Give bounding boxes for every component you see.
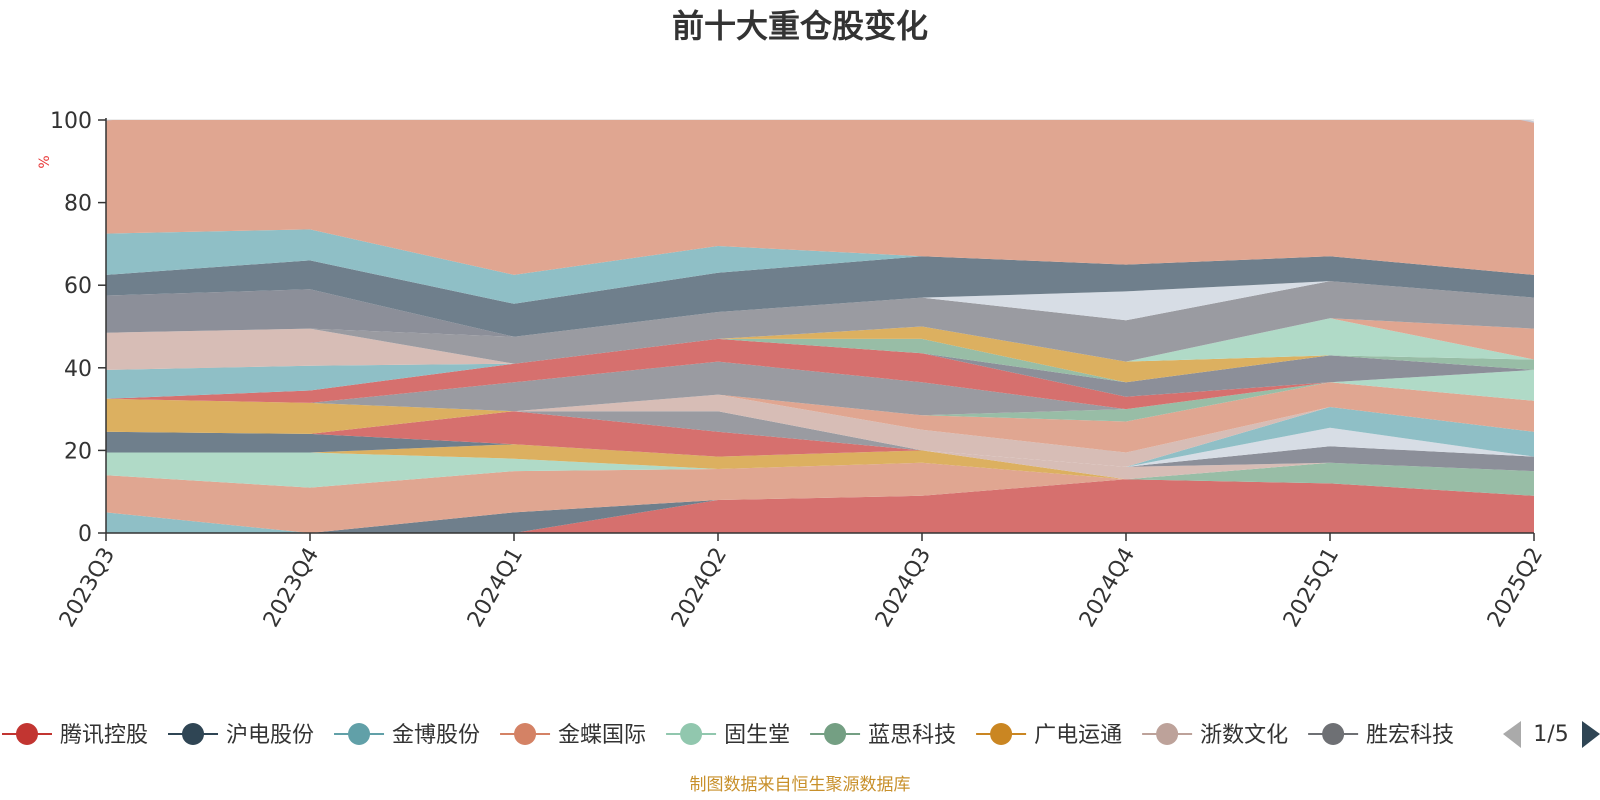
area-series-32 xyxy=(106,256,1534,337)
area-series-35 xyxy=(106,120,1534,123)
legend-label: 金博股份 xyxy=(392,723,480,748)
area-series-17 xyxy=(106,382,1534,453)
legend-label: 固生堂 xyxy=(724,723,790,748)
area-series-4 xyxy=(106,462,1534,533)
legend-prev-page-button[interactable] xyxy=(1503,721,1521,748)
legend-item-7[interactable]: 广电运通 xyxy=(976,723,1122,748)
legend-circle-icon xyxy=(16,723,38,745)
x-tick-label: 2023Q4 xyxy=(259,544,324,632)
area-series-2 xyxy=(106,479,1534,533)
x-tick-label: 2024Q4 xyxy=(1075,544,1140,632)
area-series-34 xyxy=(106,120,1534,275)
x-tick-label: 2024Q2 xyxy=(667,544,732,632)
area-series-25 xyxy=(106,326,1534,383)
area-series-21 xyxy=(106,338,1534,410)
area-series-16 xyxy=(106,394,1534,467)
area-series-13 xyxy=(106,407,1534,467)
legend-circle-icon xyxy=(514,723,537,745)
area-series-11 xyxy=(106,427,1534,467)
area-series-5 xyxy=(106,452,1534,496)
area-series-12 xyxy=(106,411,1534,467)
legend-item-4[interactable]: 金蝶国际 xyxy=(500,723,646,748)
legend-circle-icon xyxy=(824,723,847,745)
legend-label: 蓝思科技 xyxy=(868,723,956,748)
y-tick-label: 20 xyxy=(64,439,92,464)
area-series-31 xyxy=(106,281,1534,337)
area-series-24 xyxy=(106,338,1534,399)
legend-circle-icon xyxy=(990,723,1013,745)
legend-circle-icon xyxy=(680,723,703,745)
legend-circle-icon xyxy=(182,723,205,745)
area-series-8 xyxy=(106,444,1534,480)
legend-label: 腾讯控股 xyxy=(60,723,148,748)
y-tick-label: 80 xyxy=(64,192,92,217)
legend-circle-icon xyxy=(1322,723,1345,745)
legend-next-page-button[interactable] xyxy=(1582,721,1600,748)
area-series-7 xyxy=(106,444,1534,480)
area-series-22 xyxy=(106,338,1534,399)
legend-label: 沪电股份 xyxy=(226,723,314,748)
area-series-3 xyxy=(106,479,1534,533)
legend: 腾讯控股 沪电股份 金博股份 金蝶国际 固生堂 蓝思科技 广电运通 浙数文化 胜宏科技 xyxy=(2,723,1454,748)
area-series-29 xyxy=(106,281,1534,364)
y-tick-label: 100 xyxy=(50,109,92,134)
area-series-14 xyxy=(106,407,1534,467)
legend-circle-icon xyxy=(1156,723,1179,745)
legend-item-2[interactable]: 沪电股份 xyxy=(168,723,314,748)
area-series-6 xyxy=(106,452,1534,496)
legend-circle-icon xyxy=(348,723,371,745)
area-series-26 xyxy=(106,318,1534,370)
legend-item-5[interactable]: 固生堂 xyxy=(666,723,790,748)
x-tick-label: 2025Q1 xyxy=(1279,544,1344,632)
chart-title: 前十大重仓股变化 xyxy=(672,7,928,45)
y-tick-label: 0 xyxy=(78,522,92,547)
legend-item-6[interactable]: 蓝思科技 xyxy=(810,723,956,748)
legend-item-3[interactable]: 金博股份 xyxy=(334,723,480,748)
area-series-27 xyxy=(106,318,1534,370)
y-unit-label: % xyxy=(37,155,53,168)
y-tick-label: 40 xyxy=(64,357,92,382)
area-series-19 xyxy=(106,361,1534,416)
legend-label: 金蝶国际 xyxy=(558,723,646,748)
y-tick-label: 60 xyxy=(64,274,92,299)
legend-item-8[interactable]: 浙数文化 xyxy=(1142,723,1288,748)
x-tick-label: 2024Q3 xyxy=(871,544,936,632)
legend-page-indicator: 1/5 xyxy=(1533,722,1568,747)
stack-top-line xyxy=(106,120,1534,123)
legend-label: 胜宏科技 xyxy=(1366,723,1454,748)
area-series-1 xyxy=(106,479,1534,533)
area-series-layer xyxy=(106,120,1534,533)
area-series-9 xyxy=(106,444,1534,472)
legend-item-1[interactable]: 腾讯控股 xyxy=(2,723,148,748)
legend-label: 浙数文化 xyxy=(1200,723,1288,748)
legend-item-9[interactable]: 胜宏科技 xyxy=(1308,723,1454,748)
data-source-footer: 制图数据来自恒生聚源数据库 xyxy=(690,775,911,795)
area-series-33 xyxy=(106,229,1534,304)
area-series-30 xyxy=(106,281,1534,337)
x-tick-label: 2024Q1 xyxy=(463,544,528,632)
x-tick-label: 2025Q2 xyxy=(1483,544,1548,632)
area-series-15 xyxy=(106,398,1534,467)
area-series-28 xyxy=(106,318,1534,370)
legend-label: 广电运通 xyxy=(1034,723,1122,748)
x-tick-label: 2023Q3 xyxy=(55,544,120,632)
area-series-10 xyxy=(106,427,1534,467)
